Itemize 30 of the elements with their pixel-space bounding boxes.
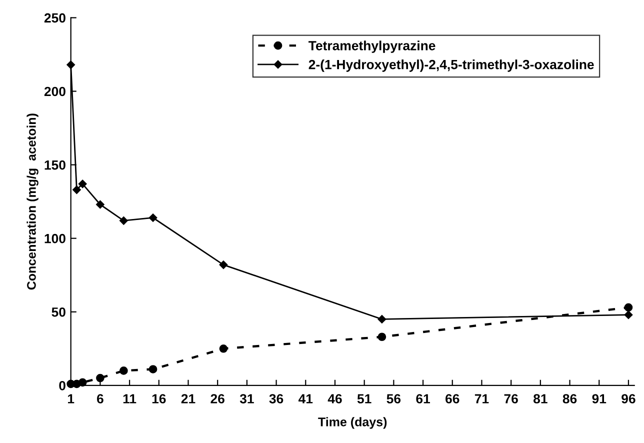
legend-label: 2-(1-Hydroxyethyl)-2,4,5-trimethyl-3-oxazoline: [308, 60, 594, 72]
x-tick-label: 76: [504, 394, 518, 404]
x-tick-label: 16: [152, 394, 166, 404]
y-tick-label: 250: [44, 13, 66, 23]
x-tick-label: 41: [298, 394, 313, 404]
x-tick-label: 46: [328, 394, 342, 404]
x-tick-label: 31: [240, 394, 254, 404]
y-axis-title: Concentration (mg/g acetoin): [26, 114, 38, 290]
x-tick-label: 21: [181, 394, 196, 404]
x-tick-label: 1: [68, 394, 74, 404]
x-tick-label: 91: [592, 394, 606, 404]
x-tick-label: 51: [357, 394, 372, 404]
x-tick-label: 86: [562, 394, 577, 404]
y-tick-label: 0: [59, 380, 66, 390]
legend-label: Tetramethylpyrazine: [308, 40, 436, 53]
x-tick-label: 56: [386, 394, 401, 404]
x-tick-label: 61: [416, 394, 430, 404]
x-tick-label: 11: [123, 394, 136, 404]
x-tick-label: 71: [474, 394, 489, 404]
y-tick-label: 200: [44, 86, 66, 96]
y-tick-label: 150: [44, 160, 66, 170]
y-tick-label: 100: [44, 234, 66, 244]
x-tick-label: 96: [622, 394, 636, 404]
x-tick-label: 26: [210, 394, 224, 404]
x-tick-label: 36: [269, 394, 284, 404]
x-tick-label: 6: [97, 394, 104, 404]
x-axis-title: Time (days): [318, 417, 387, 429]
x-tick-label: 66: [446, 394, 460, 404]
x-tick-label: 81: [534, 394, 548, 404]
y-tick-label: 50: [52, 307, 66, 317]
